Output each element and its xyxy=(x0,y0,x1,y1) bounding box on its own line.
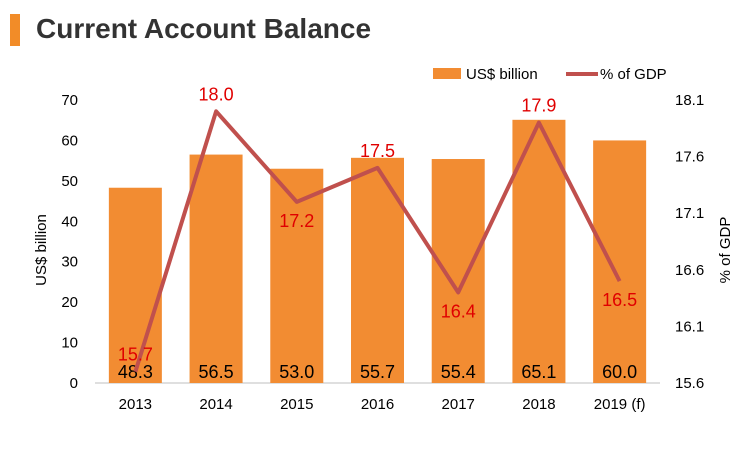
bar-value-label: 65.1 xyxy=(521,362,556,382)
page-title: Current Account Balance xyxy=(36,13,372,44)
legend-swatch-bar-series xyxy=(433,68,461,79)
x-axis-labels: 2013 2014 2015 2016 2017 2018 2019 (f) xyxy=(119,396,646,413)
bar-value-label: 55.4 xyxy=(441,362,476,382)
y-tick-label: 60 xyxy=(61,132,78,149)
y2-tick-label: 17.1 xyxy=(675,205,704,222)
legend-label-line-series: % of GDP xyxy=(600,66,667,83)
legend-label-bar-series: US$ billion xyxy=(466,66,538,83)
y-axis-title: US$ billion xyxy=(33,214,50,286)
title-accent-bar xyxy=(10,14,20,46)
x-tick-label: 2015 xyxy=(280,396,313,413)
left-axis-ticks: 0 10 20 30 40 50 60 70 xyxy=(61,92,78,392)
line-value-label: 17.2 xyxy=(279,211,314,231)
x-tick-label: 2013 xyxy=(119,396,152,413)
y-tick-label: 0 xyxy=(70,375,78,392)
y-tick-label: 40 xyxy=(61,213,78,230)
bar xyxy=(189,154,243,383)
line-value-label: 18.0 xyxy=(199,84,234,104)
right-axis-ticks: 15.6 16.1 16.6 17.1 17.6 18.1 xyxy=(675,92,704,392)
x-tick-label: 2014 xyxy=(199,396,232,413)
line-value-labels: 15.7 18.0 17.2 17.5 16.4 17.9 16.5 xyxy=(118,84,637,364)
bar-value-label: 53.0 xyxy=(279,362,314,382)
bar xyxy=(351,157,404,383)
bar xyxy=(270,168,324,383)
line-value-label: 16.4 xyxy=(441,301,476,321)
bar-value-label: 55.7 xyxy=(360,362,395,382)
line-value-label: 15.7 xyxy=(118,345,153,365)
bar xyxy=(431,159,485,383)
y-tick-label: 50 xyxy=(61,173,78,190)
y-tick-label: 30 xyxy=(61,254,78,271)
bar-value-labels: 48.3 56.5 53.0 55.7 55.4 65.1 60.0 xyxy=(118,362,637,382)
y2-tick-label: 18.1 xyxy=(675,92,704,109)
bar xyxy=(108,187,162,383)
y2-axis-title: % of GDP xyxy=(717,217,734,284)
bar-value-label: 48.3 xyxy=(118,362,153,382)
bar-series xyxy=(108,119,647,383)
line-value-label: 17.9 xyxy=(521,96,556,116)
y2-tick-label: 16.1 xyxy=(675,318,704,335)
bar-value-label: 60.0 xyxy=(602,362,637,382)
bar xyxy=(593,140,647,383)
x-tick-label: 2019 (f) xyxy=(594,396,646,413)
y2-tick-label: 17.6 xyxy=(675,149,704,166)
y2-tick-label: 15.6 xyxy=(675,375,704,392)
chart-legend: US$ billion % of GDP xyxy=(433,66,667,83)
line-series-path xyxy=(133,109,622,373)
x-tick-label: 2016 xyxy=(361,396,394,413)
y-tick-label: 20 xyxy=(61,294,78,311)
line-value-label: 16.5 xyxy=(602,290,637,310)
y-tick-label: 10 xyxy=(61,335,78,352)
x-tick-label: 2017 xyxy=(442,396,475,413)
x-tick-label: 2018 xyxy=(522,396,555,413)
line-value-label: 17.5 xyxy=(360,141,395,161)
y-tick-label: 70 xyxy=(61,92,78,109)
bar-value-label: 56.5 xyxy=(199,362,234,382)
y2-tick-label: 16.6 xyxy=(675,262,704,279)
